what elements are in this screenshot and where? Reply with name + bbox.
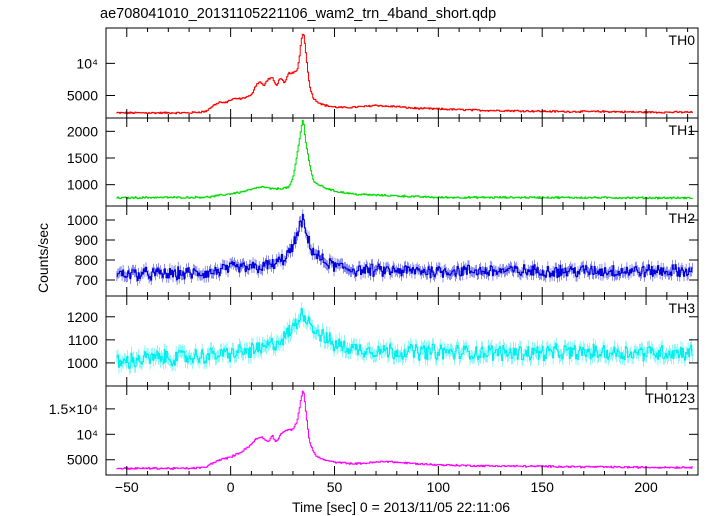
x-axis-label: Time [sec] 0 = 2013/11/05 22:11:06: [292, 499, 510, 515]
y-tick-label: 1000: [67, 212, 98, 228]
x-tick-label: 100: [427, 479, 451, 495]
y-tick-label: 1100: [68, 332, 98, 348]
panel-label: TH0123: [645, 390, 695, 406]
x-tick-label: 200: [634, 479, 658, 495]
panels: TH0500010⁴TH1100015002000TH2700800900100…: [49, 28, 698, 495]
panel-label: TH2: [669, 210, 696, 226]
panel-frame: [106, 118, 698, 206]
y-tick-label: 2000: [67, 123, 98, 139]
y-tick-label: 900: [75, 232, 99, 248]
y-tick-label: 10⁴: [76, 55, 98, 71]
y-tick-label: 1000: [67, 177, 98, 193]
y-tick-label: 1000: [67, 355, 98, 371]
series-th0123-line: [116, 391, 692, 469]
panel-frame: [106, 28, 698, 118]
panel-frame: [106, 386, 698, 475]
y-tick-label: 800: [75, 252, 99, 268]
y-tick-label: 700: [75, 272, 99, 288]
panel-frame: [106, 296, 698, 386]
series-th1-line: [116, 120, 692, 198]
panel-th3: TH3 1000 1100 1200: [67, 296, 698, 386]
y-tick-label: 1200: [67, 309, 98, 325]
panel-th0: TH0 5000 10⁴: [67, 28, 698, 118]
x-tick-label: 0: [227, 479, 235, 495]
y-tick-label: 1500: [67, 150, 98, 166]
panel-label: TH1: [669, 122, 696, 138]
series-th0123-errorbars: [117, 391, 692, 470]
series-th3-errorbars: [117, 302, 692, 374]
x-tick-label: 150: [531, 479, 555, 495]
series-th0-line: [116, 34, 692, 113]
series-th1-errorbars: [117, 120, 692, 200]
panel-label: TH3: [669, 300, 696, 316]
x-tick-label: 50: [327, 479, 343, 495]
series-th0-errorbars: [117, 34, 692, 115]
y-axis-label: Counts/sec: [35, 223, 51, 293]
y-tick-label: 1.5×10⁴: [49, 401, 98, 417]
panel-label: TH0: [669, 32, 696, 48]
x-tick-label: −50: [115, 479, 139, 495]
panel-frame: [106, 206, 698, 296]
chart-title: ae708041010_20131105221106_wam2_trn_4ban…: [100, 6, 496, 22]
y-tick-label: 5000: [67, 452, 98, 468]
y-tick-label: 10⁴: [76, 426, 98, 442]
panel-th1: TH1 1000 1500 2000: [67, 118, 698, 206]
y-tick-label: 5000: [67, 88, 98, 104]
panel-th0123: TH0123 5000 10⁴ 1.5×10⁴: [49, 386, 698, 475]
panel-th2: TH2 700 800 900 1000: [67, 206, 698, 296]
